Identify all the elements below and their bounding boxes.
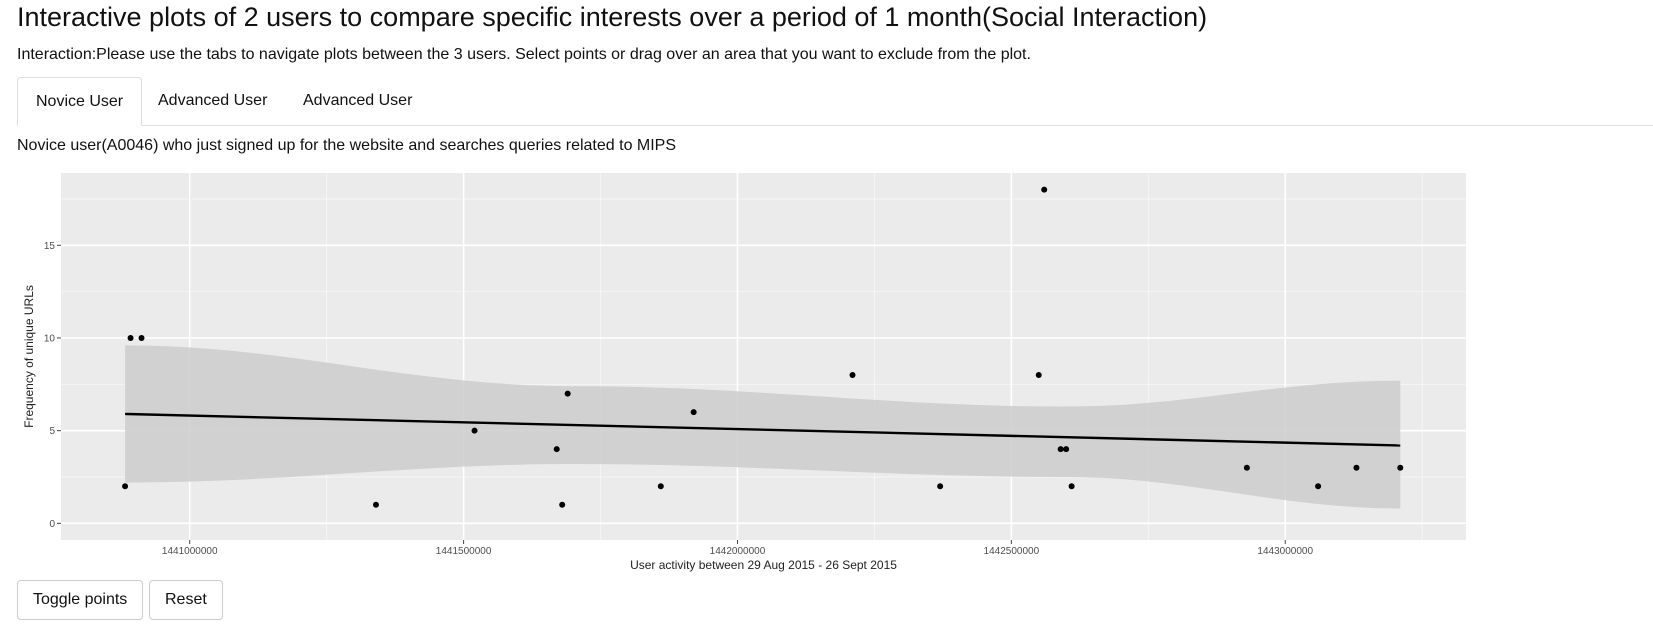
data-point bbox=[138, 334, 145, 341]
confidence-band bbox=[125, 345, 1401, 509]
regression-line bbox=[125, 412, 1401, 447]
data-point bbox=[564, 390, 571, 397]
data-point bbox=[471, 427, 478, 434]
tab-novice-user[interactable]: Novice User bbox=[17, 77, 143, 126]
x-tick-label: 1443000000 bbox=[1257, 546, 1313, 557]
y-tick-label: 5 bbox=[49, 426, 55, 437]
data-point bbox=[1353, 464, 1360, 471]
toggle-points-button[interactable]: Toggle points bbox=[17, 580, 144, 620]
tab-advanced-user-2[interactable]: Advanced User bbox=[303, 92, 413, 109]
data-point bbox=[1057, 446, 1064, 453]
x-axis-title: User activity between 29 Aug 2015 - 26 S… bbox=[630, 558, 897, 572]
data-point bbox=[553, 446, 560, 453]
tab-bar: Novice User Advanced User Advanced User bbox=[17, 77, 1653, 126]
data-point bbox=[1035, 372, 1042, 379]
tab-advanced-user-1[interactable]: Advanced User bbox=[158, 92, 268, 109]
y-tick-label: 15 bbox=[44, 241, 56, 252]
data-point bbox=[937, 483, 944, 490]
data-point bbox=[1243, 464, 1250, 471]
reset-button[interactable]: Reset bbox=[149, 580, 223, 620]
data-point bbox=[1315, 483, 1322, 490]
data-point bbox=[127, 334, 134, 341]
data-point bbox=[657, 483, 664, 490]
y-tick-label: 10 bbox=[44, 333, 56, 344]
data-point bbox=[559, 501, 566, 508]
user-description: Novice user(A0046) who just signed up fo… bbox=[17, 137, 677, 154]
data-point bbox=[849, 372, 856, 379]
x-tick-label: 1442500000 bbox=[984, 546, 1040, 557]
page-title: Interactive plots of 2 users to compare … bbox=[17, 2, 1208, 32]
instructions-text: Interaction:Please use the tabs to navig… bbox=[17, 46, 1031, 63]
data-point bbox=[1397, 464, 1404, 471]
data-point bbox=[122, 483, 129, 490]
x-tick-label: 1441000000 bbox=[162, 546, 218, 557]
x-tick-label: 1441500000 bbox=[436, 546, 492, 557]
y-tick-label: 0 bbox=[49, 519, 55, 530]
y-axis-title: Frequency of unique URLs bbox=[22, 285, 36, 428]
data-point bbox=[1041, 186, 1048, 193]
data-point bbox=[372, 501, 379, 508]
data-point bbox=[1063, 446, 1070, 453]
scatter-plot[interactable]: 1441000000 1441500000 1442000000 1442500000… bbox=[0, 167, 1470, 577]
data-point bbox=[690, 409, 697, 416]
x-tick-label: 1442000000 bbox=[710, 546, 766, 557]
data-point bbox=[1068, 483, 1075, 490]
